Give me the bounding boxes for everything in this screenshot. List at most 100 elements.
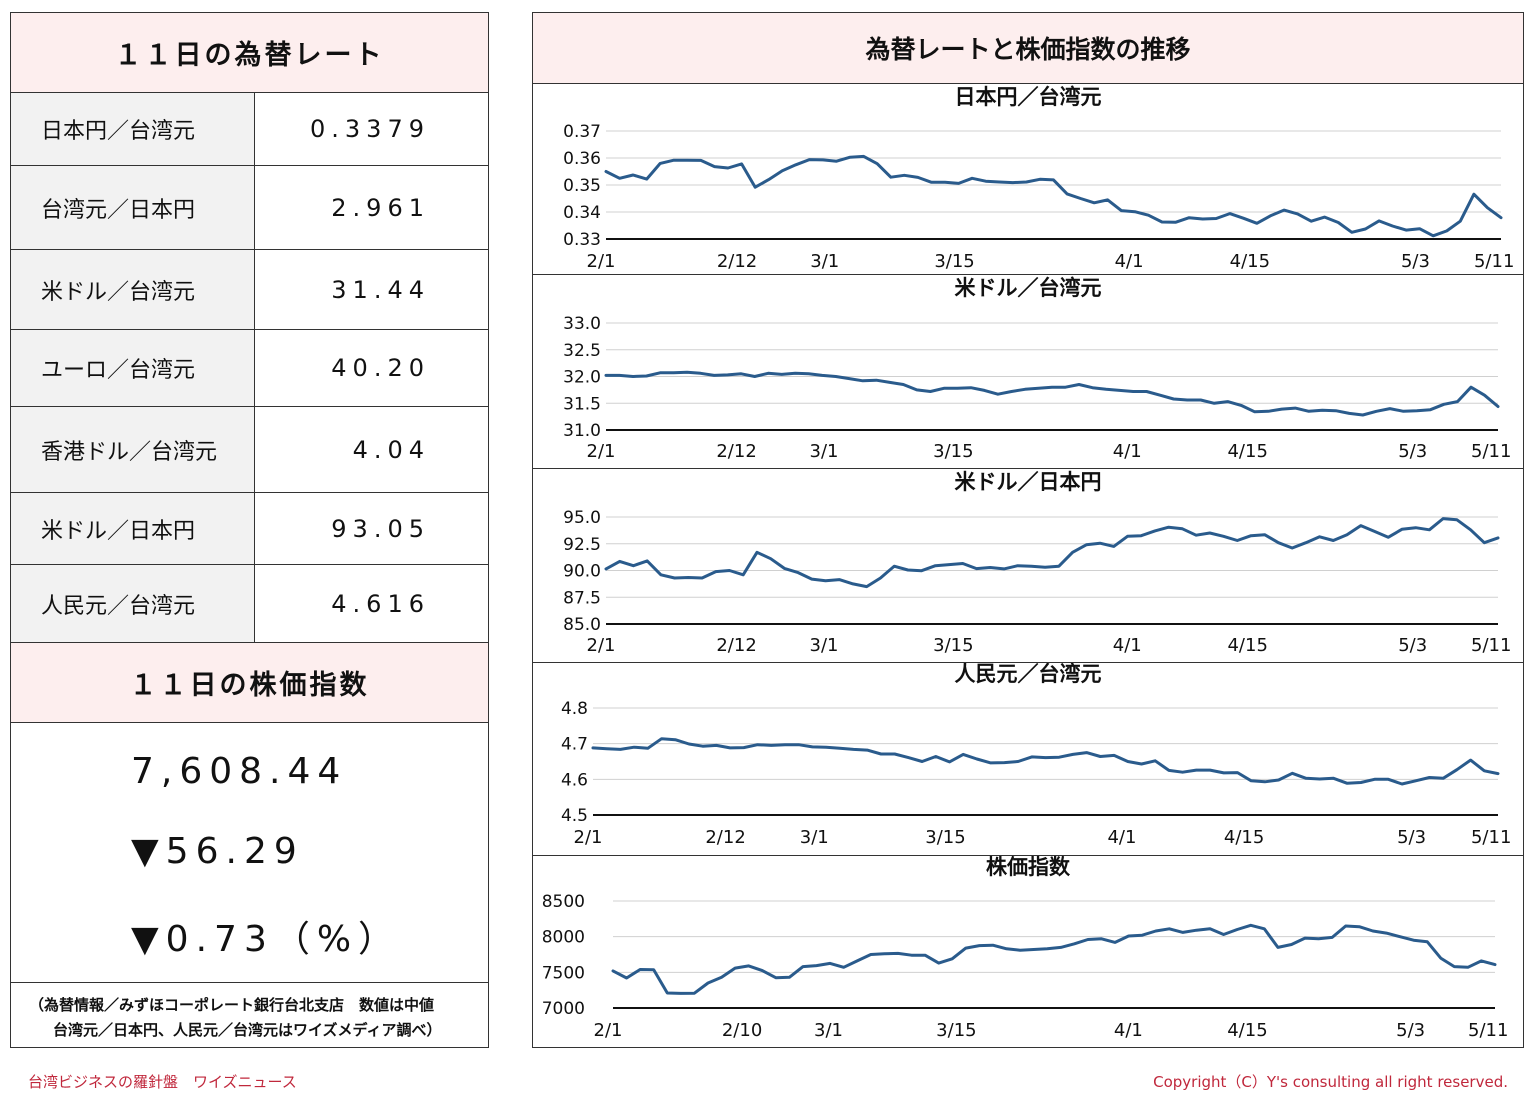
chart-cny-twd-svg: 人民元／台湾元 4.8 4.7 4.6 4.52/1 2/12 3/1 3/15 4/1 4/15… (561, 663, 1511, 848)
chart-title: 米ドル／日本円 (955, 470, 1102, 494)
rate-label: 人民元／台湾元 (11, 565, 255, 642)
charts-title: 為替レートと株価指数の推移 (533, 13, 1523, 84)
y-tick-label: 85.0 (563, 615, 601, 635)
x-tick-label: 2/12 (716, 635, 756, 656)
chart-title: 米ドル／台湾元 (955, 276, 1102, 300)
x-tick-label: 5/3 (1396, 1020, 1425, 1041)
rate-label: ユーロ／台湾元 (11, 330, 255, 406)
series-line (611, 923, 1497, 995)
rate-row: 人民元／台湾元 4.616 (11, 565, 488, 643)
rate-value: 4.04 (352, 435, 430, 464)
rate-row: ユーロ／台湾元 40.20 (11, 330, 488, 407)
x-tick-label: 2/1 (587, 251, 616, 272)
x-tick-label: 5/3 (1397, 827, 1426, 848)
source-line-1: （為替情報／みずほコーポレート銀行台北支店 数値は中値 (29, 996, 435, 1014)
series-line (604, 154, 1503, 238)
y-tick-label: 33.0 (563, 314, 601, 334)
chart-jpy-twd-svg: 日本円／台湾元 0.37 0.36 0.35 0.34 0.332/1 2/12 3/1 3/1… (563, 85, 1514, 272)
y-tick-label: 0.36 (563, 149, 601, 169)
y-tick-label: 31.0 (563, 421, 601, 441)
y-tick-label: 4.6 (561, 770, 588, 790)
x-tick-label: 4/15 (1227, 441, 1267, 462)
x-tick-label: 3/1 (814, 1020, 843, 1041)
x-tick-label: 2/10 (722, 1020, 762, 1041)
x-tick-label: 5/11 (1471, 635, 1511, 656)
x-tick-label: 2/12 (705, 827, 745, 848)
x-tick-label: 5/3 (1398, 635, 1427, 656)
y-tick-label: 8000 (542, 928, 585, 948)
chart-stock-index-svg: 株価指数 8500 8000 7500 7000 2/1 2/10 3/1 3/15 4/1 4/1… (542, 856, 1509, 1041)
rate-value: 0.3379 (310, 115, 430, 143)
charts-panel: 為替レートと株価指数の推移 日本円／台湾元 0.37 0.36 0.35 0.34 0.3… (532, 12, 1524, 1048)
chart-usd-jpy: 米ドル／日本円 95.0 92.5 90.0 87.5 85.0 2/1 2/12 3/1 3/1… (533, 469, 1523, 663)
y-tick-label: 31.5 (563, 394, 601, 414)
y-tick-label: 7500 (542, 963, 585, 983)
x-tick-label: 4/1 (1113, 635, 1142, 656)
source-note: （為替情報／みずほコーポレート銀行台北支店 数値は中値 台湾元／日本円、人民元／… (11, 982, 488, 1043)
x-tick-label: 2/1 (587, 635, 616, 656)
y-tick-label: 95.0 (563, 508, 601, 528)
series-line (604, 517, 1500, 589)
y-tick-label: 7000 (542, 999, 585, 1019)
x-tick-label: 3/1 (800, 827, 829, 848)
x-tick-label: 5/11 (1471, 441, 1511, 462)
rate-row: 米ドル／日本円 93.05 (11, 493, 488, 565)
x-tick-label: 3/1 (810, 635, 839, 656)
rate-label: 香港ドル／台湾元 (11, 407, 255, 492)
rate-value: 93.05 (331, 514, 430, 543)
rate-row: 台湾元／日本円 2.961 (11, 166, 488, 250)
y-tick-label: 0.34 (563, 203, 601, 223)
chart-title: 人民元／台湾元 (955, 663, 1102, 686)
rate-label: 米ドル／日本円 (11, 493, 255, 564)
stock-title: １１日の株価指数 (11, 643, 488, 723)
chart-title: 株価指数 (986, 856, 1071, 879)
chart-jpy-twd: 日本円／台湾元 0.37 0.36 0.35 0.34 0.33 2/1 2/12 3/1 3/1… (533, 84, 1523, 275)
y-tick-label: 32.0 (563, 368, 601, 388)
x-tick-label: 3/15 (936, 1020, 976, 1041)
x-tick-label: 3/1 (810, 441, 839, 462)
x-tick-label: 4/1 (1107, 827, 1136, 848)
chart-usd-twd-svg: 米ドル／台湾元 33.0 32.5 32.0 31.5 31.02/1 2/12 3/1 3/1… (563, 276, 1511, 462)
rate-label: 米ドル／台湾元 (11, 250, 255, 329)
chart-usd-twd: 米ドル／台湾元 33.0 32.5 32.0 31.5 31.0 2/1 2/12 3/1 3/1… (533, 275, 1523, 469)
y-tick-label: 4.5 (561, 806, 588, 826)
chart-stock-index: 株価指数 8500 8000 7500 7000 2/1 2/10 3/1 3/15 4/1 4/1… (533, 856, 1523, 1049)
y-tick-label: 8500 (542, 892, 585, 912)
y-tick-label: 0.37 (563, 122, 601, 142)
rate-value: 31.44 (331, 275, 430, 304)
x-tick-label: 4/1 (1114, 1020, 1143, 1041)
footer-brand: 台湾ビジネスの羅針盤 ワイズニュース (28, 1073, 297, 1091)
x-tick-label: 3/15 (933, 441, 973, 462)
rate-label: 日本円／台湾元 (11, 93, 255, 165)
x-tick-label: 4/15 (1230, 251, 1270, 272)
stock-change: ▼56.29 (131, 831, 304, 872)
x-tick-label: 3/1 (810, 251, 839, 272)
rates-title: １１日の為替レート (11, 13, 488, 93)
x-tick-label: 2/12 (717, 251, 757, 272)
x-tick-label: 4/1 (1113, 441, 1142, 462)
x-tick-label: 5/3 (1398, 441, 1427, 462)
rate-row: 香港ドル／台湾元 4.04 (11, 407, 488, 493)
y-tick-label: 92.5 (563, 535, 601, 555)
x-tick-label: 3/15 (934, 251, 974, 272)
x-tick-label: 2/12 (716, 441, 756, 462)
y-tick-label: 0.35 (563, 176, 601, 196)
rate-row: 日本円／台湾元 0.3379 (11, 93, 488, 166)
y-tick-label: 4.8 (561, 699, 588, 719)
x-tick-label: 2/1 (574, 827, 603, 848)
stock-value: 7,608.44 (131, 751, 348, 792)
rate-row: 米ドル／台湾元 31.44 (11, 250, 488, 330)
rate-value: 4.616 (331, 589, 430, 618)
x-tick-label: 4/1 (1115, 251, 1144, 272)
chart-cny-twd: 人民元／台湾元 4.8 4.7 4.6 4.5 2/1 2/12 3/1 3/15 4/1 4/15… (533, 663, 1523, 856)
rate-value: 2.961 (331, 193, 430, 222)
series-line (604, 370, 1500, 417)
rate-value: 40.20 (331, 354, 430, 382)
source-line-2: 台湾元／日本円、人民元／台湾元はワイズメディア調べ） (53, 1021, 442, 1039)
x-tick-label: 4/15 (1227, 1020, 1267, 1041)
x-tick-label: 3/15 (933, 635, 973, 656)
rates-panel: １１日の為替レート 日本円／台湾元 0.3379 台湾元／日本円 2.961 米… (10, 12, 489, 1048)
stock-change-pct: ▼0.73（%） (131, 919, 402, 960)
x-tick-label: 5/11 (1468, 1020, 1508, 1041)
series-line (591, 737, 1500, 786)
